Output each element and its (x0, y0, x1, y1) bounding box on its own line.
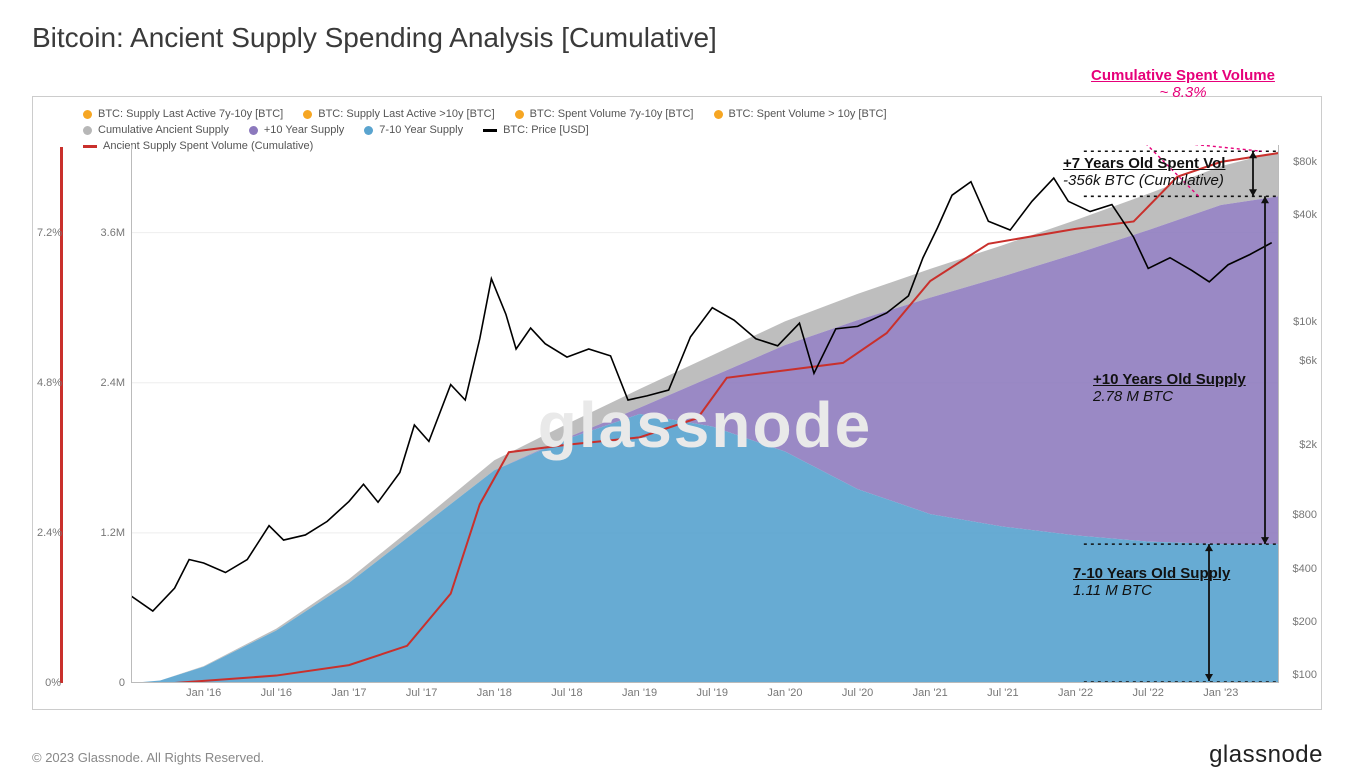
x-tick: Jul '22 (1132, 687, 1163, 699)
y-left-tick: 2.4M (95, 377, 125, 389)
x-tick: Jul '20 (842, 687, 873, 699)
x-tick: Jan '19 (622, 687, 657, 699)
chart-title: Bitcoin: Ancient Supply Spending Analysi… (0, 0, 1355, 54)
legend-item: 7-10 Year Supply (364, 123, 463, 139)
x-tick: Jul '18 (551, 687, 582, 699)
x-tick: Jan '21 (913, 687, 948, 699)
x-tick: Jan '16 (186, 687, 221, 699)
y-right-tick: $10k (1293, 316, 1317, 328)
y-right-tick: $100 (1293, 669, 1317, 681)
x-tick: Jan '23 (1203, 687, 1238, 699)
y-left-pct-tick: 2.4% (37, 527, 61, 539)
y-left-tick: 3.6M (95, 227, 125, 239)
brand-logo: glassnode (1209, 741, 1323, 769)
annotation-cumulative-spent: Cumulative Spent Volume ~ 8.3% (1063, 67, 1303, 101)
plot-area: glassnode (131, 145, 1279, 683)
x-tick: Jan '18 (477, 687, 512, 699)
y-right-tick: $2k (1299, 439, 1317, 451)
x-tick: Jul '19 (697, 687, 728, 699)
y-left-tick: 1.2M (95, 527, 125, 539)
y-left-pct-tick: 7.2% (37, 227, 61, 239)
chart-svg (131, 145, 1279, 683)
annotation-7y-spent: +7 Years Old Spent Vol -356k BTC (Cumula… (1063, 155, 1225, 189)
y-right-tick: $800 (1293, 509, 1317, 521)
y-right-tick: $6k (1299, 355, 1317, 367)
legend-item: BTC: Spent Volume 7y-10y [BTC] (515, 107, 694, 123)
legend-item: BTC: Spent Volume > 10y [BTC] (714, 107, 887, 123)
legend-item: Cumulative Ancient Supply (83, 123, 229, 139)
x-tick: Jan '22 (1058, 687, 1093, 699)
annotation-10y-supply: +10 Years Old Supply 2.78 M BTC (1093, 371, 1246, 405)
x-tick: Jan '20 (767, 687, 802, 699)
legend-item: BTC: Price [USD] (483, 123, 589, 139)
y-right-tick: $40k (1293, 209, 1317, 221)
legend-item: BTC: Supply Last Active 7y-10y [BTC] (83, 107, 283, 123)
x-tick: Jul '17 (406, 687, 437, 699)
chart-frame: BTC: Supply Last Active 7y-10y [BTC] BTC:… (32, 96, 1322, 710)
y-left-tick: 0 (95, 677, 125, 689)
y-right-tick: $200 (1293, 616, 1317, 628)
x-tick: Jul '16 (261, 687, 292, 699)
y-left-pct-tick: 4.8% (37, 377, 61, 389)
x-tick: Jul '21 (987, 687, 1018, 699)
y-right-tick: $80k (1293, 156, 1317, 168)
legend-item: +10 Year Supply (249, 123, 344, 139)
annotation-7-10y-supply: 7-10 Years Old Supply 1.11 M BTC (1073, 565, 1230, 599)
y-right-tick: $400 (1293, 563, 1317, 575)
x-tick: Jan '17 (331, 687, 366, 699)
copyright: © 2023 Glassnode. All Rights Reserved. (32, 750, 264, 765)
legend-item: BTC: Supply Last Active >10y [BTC] (303, 107, 494, 123)
y-left-pct-tick: 0% (37, 677, 61, 689)
